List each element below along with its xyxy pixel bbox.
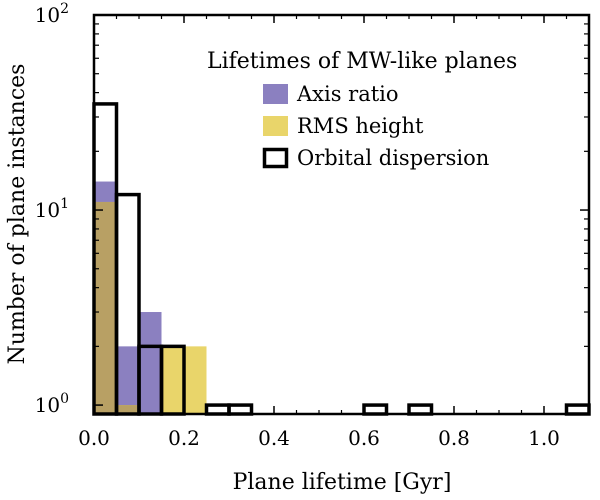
x-tick-label: 0.8 [438, 426, 470, 450]
orbital-dispersion-bar [564, 403, 591, 416]
y-axis-title: Number of plane instances [5, 64, 30, 365]
axis-ratio-bar [139, 312, 162, 414]
legend-swatch-rms-height [263, 116, 288, 136]
x-tick-label: 1.0 [528, 426, 560, 450]
x-tick-label: 0.2 [168, 426, 200, 450]
y-axis-ticks: 100 101 102 [35, 1, 589, 417]
y-tick-label: 102 [35, 1, 69, 27]
overlap-bar [94, 201, 117, 414]
axis-ratio-bar [116, 346, 139, 414]
orbital-dispersion-bar [362, 403, 389, 416]
overlap-bar [116, 405, 139, 414]
x-axis-ticks: 0.0 0.2 0.4 0.6 0.8 1.0 [78, 15, 590, 450]
y-tick-label: 100 [35, 391, 69, 417]
legend-label-axis-ratio: Axis ratio [296, 82, 399, 106]
legend: Lifetimes of MW-like planes Axis ratio RM… [207, 49, 517, 170]
legend-label-rms-height: RMS height [297, 114, 424, 138]
orbital-dispersion-bar [204, 403, 231, 416]
orbital-dispersion-bar [407, 403, 434, 416]
x-axis-title: Plane lifetime [Gyr] [233, 470, 452, 495]
rms-height-bar [184, 346, 207, 414]
x-tick-label: 0.6 [348, 426, 380, 450]
x-tick-label: 0.0 [78, 426, 110, 450]
legend-label-orbital-dispersion: Orbital dispersion [297, 146, 489, 170]
y-tick-label: 101 [35, 196, 69, 222]
legend-title: Lifetimes of MW-like planes [207, 49, 517, 74]
x-tick-label: 0.4 [258, 426, 290, 450]
legend-swatch-orbital-dispersion [262, 147, 289, 169]
orbital-dispersion-bar [227, 403, 254, 416]
rms-height-bar [161, 346, 184, 414]
legend-swatch-axis-ratio [263, 84, 288, 104]
overlap-bars-layer [94, 201, 139, 414]
